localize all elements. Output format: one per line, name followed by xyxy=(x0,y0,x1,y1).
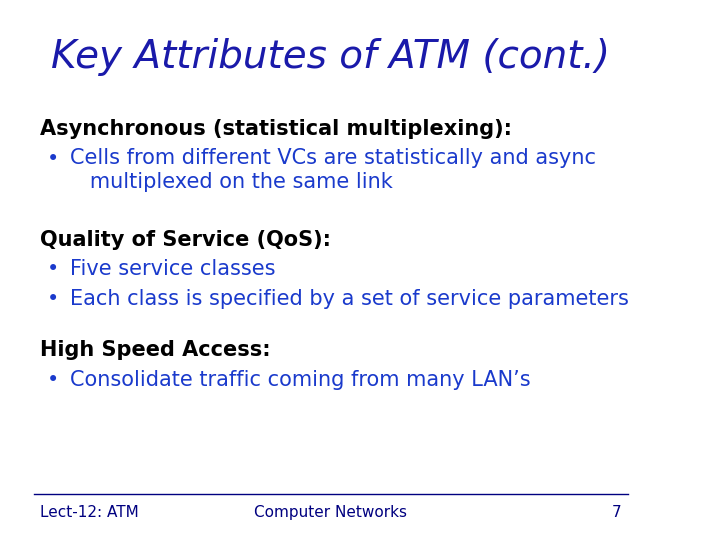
Text: Key Attributes of ATM (cont.): Key Attributes of ATM (cont.) xyxy=(51,38,610,76)
Text: Asynchronous (statistical multiplexing):: Asynchronous (statistical multiplexing): xyxy=(40,119,512,139)
Text: Five service classes: Five service classes xyxy=(70,259,275,279)
Text: Consolidate traffic coming from many LAN’s: Consolidate traffic coming from many LAN… xyxy=(70,370,531,390)
Text: •: • xyxy=(47,259,59,279)
Text: •: • xyxy=(47,370,59,390)
Text: High Speed Access:: High Speed Access: xyxy=(40,340,271,360)
Text: •: • xyxy=(47,148,59,168)
Text: •: • xyxy=(47,289,59,309)
Text: Each class is specified by a set of service parameters: Each class is specified by a set of serv… xyxy=(70,289,629,309)
Text: 7: 7 xyxy=(611,505,621,520)
Text: Computer Networks: Computer Networks xyxy=(254,505,407,520)
Text: Cells from different VCs are statistically and async
   multiplexed on the same : Cells from different VCs are statistical… xyxy=(70,148,596,192)
Text: Lect-12: ATM: Lect-12: ATM xyxy=(40,505,139,520)
Text: Quality of Service (QoS):: Quality of Service (QoS): xyxy=(40,230,331,249)
